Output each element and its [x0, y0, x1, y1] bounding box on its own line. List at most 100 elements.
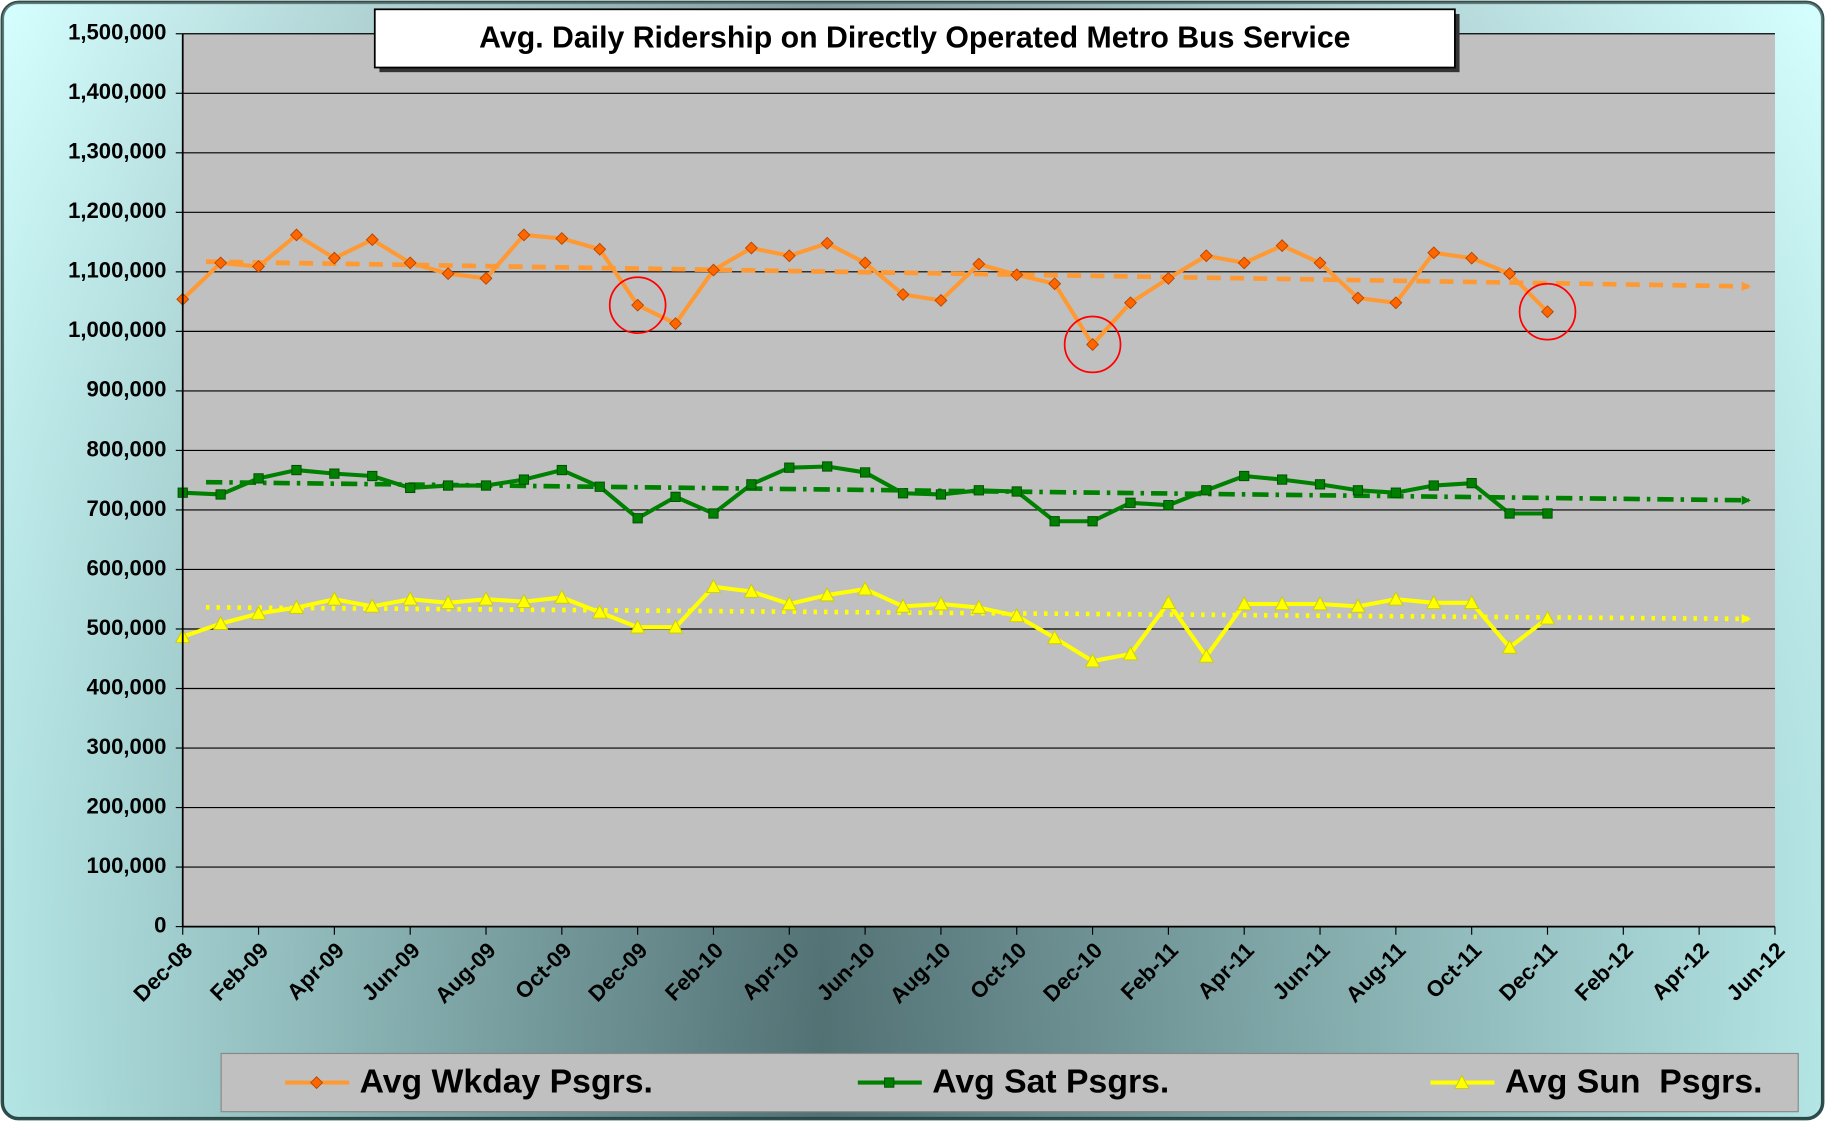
y-tick-label: 200,000 [87, 793, 167, 818]
point [1504, 508, 1515, 519]
point [934, 293, 948, 307]
point [214, 256, 228, 270]
point [1427, 246, 1441, 260]
y-tick-label: 600,000 [87, 555, 167, 580]
point [1049, 516, 1060, 527]
point [1274, 596, 1290, 611]
point [1539, 610, 1556, 625]
point [1277, 474, 1288, 485]
point [516, 593, 532, 608]
point [857, 581, 873, 596]
point [897, 488, 909, 499]
point [212, 615, 229, 630]
y-tick-label: 1,100,000 [68, 258, 166, 283]
point [1352, 485, 1364, 496]
point [1236, 596, 1252, 611]
point [1122, 646, 1139, 661]
point [935, 489, 947, 500]
point [1010, 268, 1024, 282]
y-tick-label: 1,500,000 [68, 20, 166, 45]
point [442, 480, 454, 491]
point [252, 260, 266, 273]
point [1313, 256, 1327, 270]
point [591, 604, 608, 619]
highlight-circle [1518, 282, 1577, 341]
point [440, 594, 456, 610]
y-tick-label: 400,000 [87, 674, 167, 699]
point [1160, 594, 1177, 610]
point [1389, 296, 1403, 310]
point [1124, 296, 1137, 310]
point [1239, 470, 1250, 482]
y-tick-label: 100,000 [87, 853, 167, 878]
point [1125, 497, 1136, 508]
y-tick-label: 800,000 [87, 436, 167, 461]
point [669, 317, 683, 331]
y-tick-label: 1,300,000 [68, 139, 166, 164]
y-tick-label: 0 [154, 912, 166, 937]
point [593, 242, 607, 256]
point [896, 287, 910, 301]
point [1541, 305, 1554, 319]
title-box [373, 8, 1456, 69]
point [667, 619, 684, 634]
point [327, 251, 341, 265]
point [972, 257, 986, 271]
point [1237, 256, 1251, 270]
point [1163, 500, 1174, 511]
point [480, 480, 492, 491]
point [405, 482, 416, 494]
point [365, 233, 379, 247]
point [478, 591, 494, 606]
point [1087, 516, 1098, 527]
point [784, 462, 795, 473]
point [402, 591, 418, 606]
point [1466, 478, 1477, 489]
point [1390, 487, 1401, 498]
point [743, 583, 760, 598]
point [971, 599, 987, 614]
point [479, 271, 493, 285]
point [782, 249, 796, 263]
point [1465, 251, 1479, 265]
point [632, 513, 643, 524]
point [895, 598, 911, 613]
point [364, 598, 381, 613]
point [746, 479, 757, 490]
point [744, 241, 758, 255]
legend-marker [310, 1076, 324, 1090]
point [1503, 267, 1517, 281]
point [859, 467, 871, 478]
point [1425, 594, 1442, 610]
point [1084, 653, 1101, 668]
point [291, 464, 302, 476]
plot-area [182, 33, 1775, 927]
point [326, 591, 343, 606]
point [631, 298, 645, 312]
legend-box [220, 1052, 1799, 1113]
point [1312, 596, 1328, 611]
point [1463, 594, 1480, 610]
point [1201, 485, 1212, 496]
legend-label: Avg Wkday Psgrs. [360, 1063, 653, 1101]
point [1046, 629, 1063, 645]
point [1314, 479, 1326, 490]
y-tick-label: 1,000,000 [68, 317, 166, 342]
point [555, 232, 569, 245]
highlight-circle [608, 276, 667, 334]
point [1388, 591, 1404, 606]
point [781, 596, 798, 611]
point [705, 578, 722, 594]
point [933, 596, 949, 611]
point [367, 470, 378, 482]
point [706, 263, 720, 277]
y-tick-label: 900,000 [87, 377, 167, 402]
point [1350, 598, 1366, 613]
point [1161, 271, 1175, 285]
point [517, 228, 531, 242]
point [1351, 291, 1365, 305]
point [973, 485, 984, 496]
point [289, 228, 303, 242]
point [1086, 337, 1100, 351]
